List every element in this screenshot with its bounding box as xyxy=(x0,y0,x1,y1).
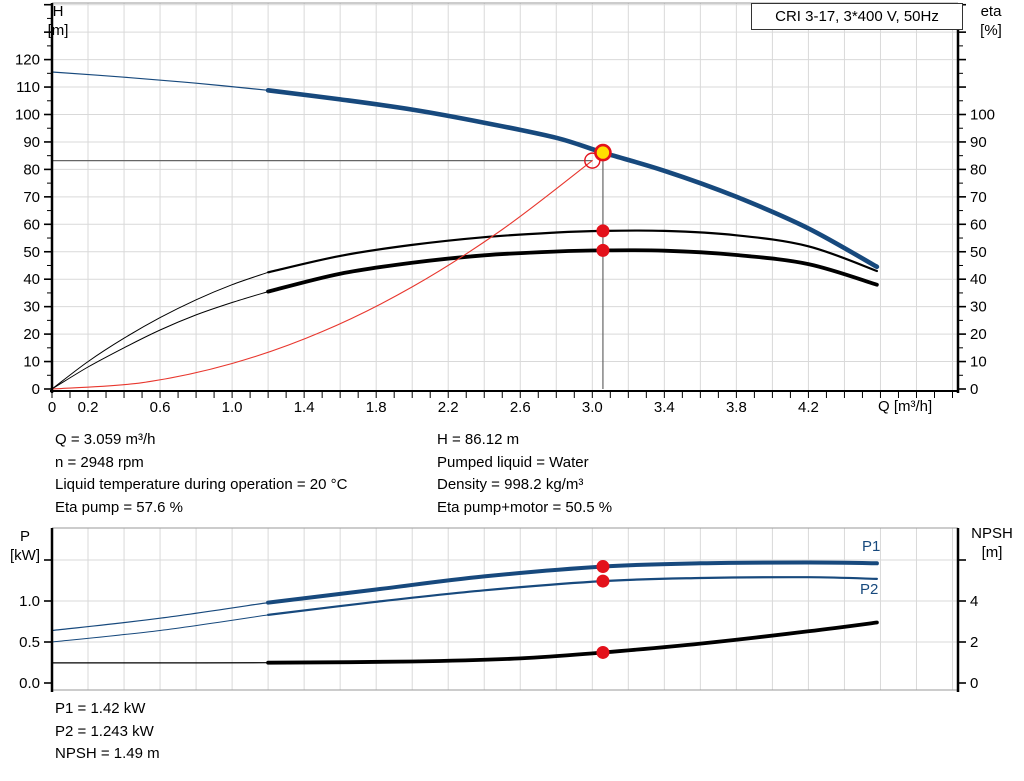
h-axis-tick-label: 110 xyxy=(16,79,40,96)
p1-point xyxy=(596,560,610,574)
h-axis-tick-label: 100 xyxy=(15,107,40,124)
p2-curve xyxy=(267,576,878,616)
h-axis-tick-label: 50 xyxy=(23,244,40,261)
npsh-axis-tick-label: 0 xyxy=(970,675,978,692)
eta-axis-tick-label: 60 xyxy=(970,216,987,233)
eta-axis-tick-label: 0 xyxy=(970,381,978,398)
p-axis-unit: [kW] xyxy=(10,547,40,564)
p-axis-symbol: P xyxy=(19,528,30,545)
eta-axis-tick-label: 50 xyxy=(970,244,987,261)
eta-axis-tick-label: 20 xyxy=(970,326,987,343)
info-p2: P2 = 1.243 kW xyxy=(55,722,154,740)
q-axis-label: Q [m³/h] xyxy=(878,398,933,415)
q-axis-tick-label: 1.4 xyxy=(294,399,315,416)
head-curve xyxy=(265,88,880,270)
h-axis-title: H [m] xyxy=(36,2,80,40)
p1-curve-extension xyxy=(51,602,269,632)
q-axis-tick-label: 0.2 xyxy=(78,399,99,416)
eta-pump-point xyxy=(596,224,610,238)
q-axis-tick-label: 3.0 xyxy=(582,399,603,416)
head-curve-extension xyxy=(51,71,269,91)
npsh-axis-title: NPSH [m] xyxy=(964,524,1020,562)
p2-point xyxy=(596,574,610,588)
p2-curve-extension xyxy=(51,614,269,643)
h-axis-tick-label: 30 xyxy=(23,299,40,316)
npsh-curve xyxy=(266,620,879,665)
npsh-axis-tick-label: 2 xyxy=(970,634,978,651)
eta-pump-motor-curve-extension xyxy=(51,291,269,390)
h-axis-tick-label: 80 xyxy=(23,161,40,178)
q-axis-tick-label: 0 xyxy=(48,399,56,416)
eta-axis-symbol: eta xyxy=(980,3,1002,20)
info-density: Density = 998.2 kg/m³ xyxy=(437,476,584,493)
eta-axis-tick-label: 100 xyxy=(970,107,995,124)
info-liquid-temperature: Liquid temperature during operation = 20… xyxy=(55,476,348,493)
q-axis-tick-label: 0.6 xyxy=(150,399,171,416)
p-axis-tick-label: 1.0 xyxy=(19,593,40,610)
q-axis-tick-label: 3.8 xyxy=(726,399,747,416)
q-axis-tick-label: 1.8 xyxy=(366,399,387,416)
h-axis-symbol: H xyxy=(52,3,64,20)
eta-axis-tick-label: 90 xyxy=(970,134,987,151)
q-axis-tick-label: 1.0 xyxy=(222,399,243,416)
h-axis-tick-label: 0 xyxy=(32,381,40,398)
p-axis-title: P [kW] xyxy=(2,527,48,565)
info-eta-pump-motor: Eta pump+motor = 50.5 % xyxy=(437,498,613,516)
eta-pump-motor-point xyxy=(596,243,610,257)
system-curve xyxy=(51,160,593,390)
info-eta-pump: Eta pump = 57.6 % xyxy=(55,498,183,516)
h-axis-tick-label: 40 xyxy=(23,271,40,288)
eta-axis-unit: [%] xyxy=(980,22,1002,39)
h-axis-tick-label: 10 xyxy=(23,354,40,371)
p1-curve-label: P1 xyxy=(862,538,881,555)
eta-pump-curve-extension xyxy=(51,271,269,390)
eta-pump-motor-curve xyxy=(266,248,879,294)
info-flow: Q = 3.059 m³/h xyxy=(55,431,156,448)
q-axis-tick-label: 4.2 xyxy=(798,399,819,416)
h-axis-tick-label: 60 xyxy=(23,216,40,233)
npsh-axis-symbol: NPSH xyxy=(971,525,1013,542)
power-info-block: P1 = 1.42 kW P2 = 1.243 kW NPSH = 1.49 m xyxy=(55,698,160,766)
eta-axis-title: eta [%] xyxy=(966,2,1016,40)
eta-axis-tick-label: 10 xyxy=(970,354,987,371)
h-axis-tick-label: 20 xyxy=(23,326,40,343)
eta-axis-tick-label: 30 xyxy=(970,299,987,316)
info-head: H = 86.12 m xyxy=(437,431,520,448)
operating-point-info-left: Q = 3.059 m³/h n = 2948 rpm Liquid tempe… xyxy=(55,429,347,519)
h-axis-tick-label: 120 xyxy=(15,52,40,69)
eta-axis-tick-label: 40 xyxy=(970,271,987,288)
eta-axis-tick-label: 80 xyxy=(970,161,987,178)
eta-pump-curve xyxy=(267,229,878,274)
p-axis-tick-label: 0.0 xyxy=(19,675,40,692)
info-npsh: NPSH = 1.49 m xyxy=(55,745,160,762)
info-pumped-liquid: Pumped liquid = Water xyxy=(437,453,589,471)
npsh-point xyxy=(596,645,610,659)
operating-point-info-right: H = 86.12 m Pumped liquid = Water Densit… xyxy=(437,429,612,519)
h-axis-unit: [m] xyxy=(47,22,69,39)
pump-title-box: CRI 3-17, 3*400 V, 50Hz xyxy=(751,3,963,30)
q-axis-tick-label: 2.2 xyxy=(438,399,459,416)
p2-curve-label: P2 xyxy=(860,581,879,598)
p-axis-tick-label: 0.5 xyxy=(19,634,40,651)
eta-axis-tick-label: 70 xyxy=(970,189,987,206)
q-axis-tick-label: 3.4 xyxy=(654,399,675,416)
npsh-axis-tick-label: 4 xyxy=(970,593,978,610)
h-axis-tick-label: 90 xyxy=(23,134,40,151)
npsh-axis-unit: [m] xyxy=(981,544,1003,561)
q-axis-tick-label: 2.6 xyxy=(510,399,531,416)
h-axis-tick-label: 70 xyxy=(23,189,40,206)
operating-point xyxy=(594,143,612,162)
info-p1: P1 = 1.42 kW xyxy=(55,700,146,717)
info-speed: n = 2948 rpm xyxy=(55,453,144,471)
